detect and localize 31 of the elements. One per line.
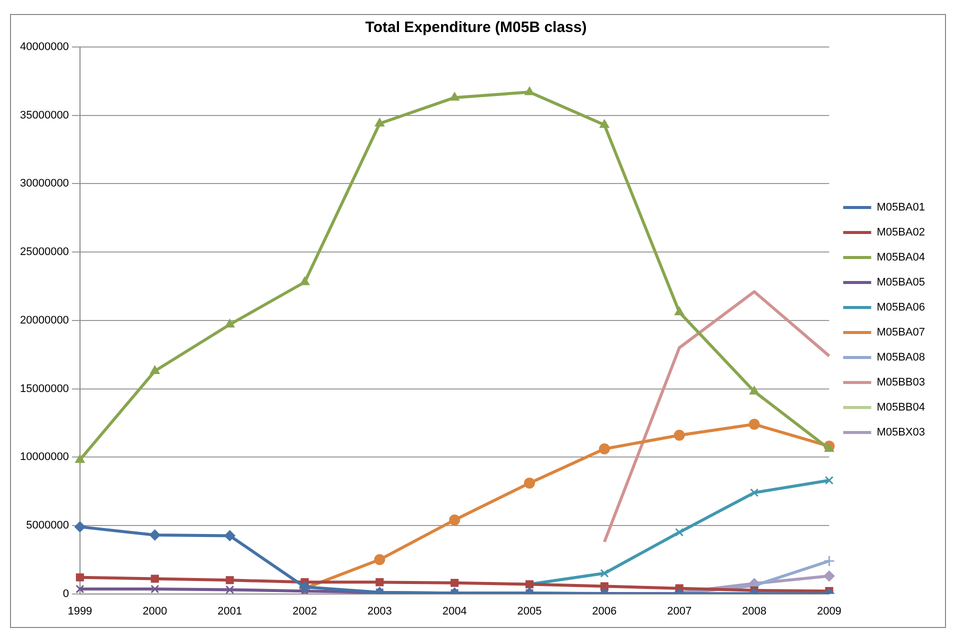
legend-label: M05BA04 xyxy=(876,252,926,264)
legend-label: M05BA08 xyxy=(876,352,926,364)
y-tick-label: 40000000 xyxy=(20,41,69,54)
y-tick-label: 35000000 xyxy=(20,109,69,122)
x-tick-label: 2004 xyxy=(442,605,467,618)
x-tick-label: 2001 xyxy=(218,605,242,618)
legend-label: M05BA02 xyxy=(876,226,926,239)
y-tick-label: 15000000 xyxy=(20,382,69,395)
legend-label: M05BX03 xyxy=(876,426,926,439)
x-tick-label: 2008 xyxy=(742,605,767,618)
y-tick-label: 10000000 xyxy=(20,451,69,464)
legend-label: M05BA01 xyxy=(876,202,926,214)
x-tick-label: 2003 xyxy=(367,605,392,618)
y-tick-label: 20000000 xyxy=(20,314,69,326)
legend-label: M05BB04 xyxy=(876,402,926,414)
y-tick-label: 0 xyxy=(62,588,69,600)
legend-label: M05BA05 xyxy=(876,276,926,289)
chart-title: Total Expenditure (M05B class) xyxy=(365,19,587,36)
x-tick-label: 2009 xyxy=(816,605,842,618)
x-tick-label: 2000 xyxy=(142,605,168,618)
x-tick-label: 2006 xyxy=(592,605,617,618)
x-tick-label: 1999 xyxy=(68,605,92,618)
legend-label: M05BA06 xyxy=(876,302,926,314)
legend-label: M05BA07 xyxy=(876,326,926,339)
y-tick-label: 30000000 xyxy=(20,178,69,190)
y-tick-label: 25000000 xyxy=(20,246,69,258)
x-tick-label: 2002 xyxy=(292,605,317,618)
legend-label: M05BB03 xyxy=(876,376,926,389)
x-tick-label: 2007 xyxy=(667,605,692,618)
x-tick-label: 2005 xyxy=(517,605,542,618)
y-tick-label: 5000000 xyxy=(26,519,69,532)
